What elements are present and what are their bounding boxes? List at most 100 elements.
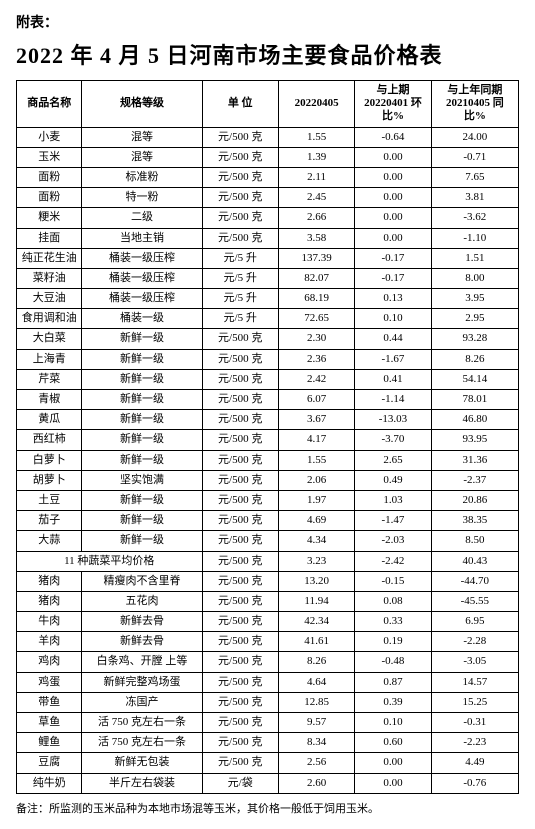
- table-row: 鲤鱼活 750 克左右一条元/500 克8.340.60-2.23: [17, 733, 519, 753]
- cell-mom: -0.15: [355, 571, 431, 591]
- cell-unit: 元/500 克: [202, 188, 278, 208]
- table-row: 羊肉新鲜去骨元/500 克41.610.19-2.28: [17, 632, 519, 652]
- cell-yoy: 8.26: [431, 349, 518, 369]
- cell-unit: 元/500 克: [202, 450, 278, 470]
- table-row: 猪肉五花肉元/500 克11.940.08-45.55: [17, 591, 519, 611]
- cell-mom: 2.65: [355, 450, 431, 470]
- cell-name: 大白菜: [17, 329, 82, 349]
- cell-price: 1.55: [278, 450, 354, 470]
- cell-yoy: 6.95: [431, 612, 518, 632]
- cell-mom: 0.00: [355, 773, 431, 793]
- price-table: 商品名称 规格等级 单 位 20220405 与上期 20220401 环比% …: [16, 80, 519, 794]
- cell-mom: 0.60: [355, 733, 431, 753]
- cell-name: 西红柿: [17, 430, 82, 450]
- table-row: 豆腐新鲜无包装元/500 克2.560.004.49: [17, 753, 519, 773]
- cell-unit: 元/500 克: [202, 612, 278, 632]
- cell-grade: 标准粉: [82, 167, 202, 187]
- cell-price: 4.34: [278, 531, 354, 551]
- table-row: 土豆新鲜一级元/500 克1.971.0320.86: [17, 490, 519, 510]
- cell-name: 上海青: [17, 349, 82, 369]
- cell-mom: -13.03: [355, 410, 431, 430]
- cell-yoy: -44.70: [431, 571, 518, 591]
- cell-grade: 桶装一级压榨: [82, 268, 202, 288]
- cell-grade: 新鲜完整鸡场蛋: [82, 672, 202, 692]
- cell-mom: 0.08: [355, 591, 431, 611]
- cell-unit: 元/500 克: [202, 470, 278, 490]
- page-title: 2022 年 4 月 5 日河南市场主要食品价格表: [16, 38, 519, 70]
- cell-mom: -0.48: [355, 652, 431, 672]
- table-row: 白萝卜新鲜一级元/500 克1.552.6531.36: [17, 450, 519, 470]
- cell-mom: -1.14: [355, 390, 431, 410]
- cell-grade: 新鲜去骨: [82, 632, 202, 652]
- cell-unit: 元/500 克: [202, 349, 278, 369]
- attachment-label: 附表：: [16, 12, 519, 32]
- cell-name: 鸡蛋: [17, 672, 82, 692]
- cell-name: 牛肉: [17, 612, 82, 632]
- cell-price: 4.17: [278, 430, 354, 450]
- cell-grade: 新鲜一级: [82, 329, 202, 349]
- cell-mom: 0.41: [355, 369, 431, 389]
- cell-mom: -0.64: [355, 127, 431, 147]
- cell-name: 菜籽油: [17, 268, 82, 288]
- cell-unit: 元/500 克: [202, 511, 278, 531]
- cell-yoy: 54.14: [431, 369, 518, 389]
- cell-name: 鸡肉: [17, 652, 82, 672]
- cell-unit: 元/5 升: [202, 268, 278, 288]
- cell-mom: 1.03: [355, 490, 431, 510]
- table-header-row: 商品名称 规格等级 单 位 20220405 与上期 20220401 环比% …: [17, 81, 519, 128]
- cell-name: 面粉: [17, 167, 82, 187]
- cell-grade: 白条鸡、开膛 上等: [82, 652, 202, 672]
- cell-price: 2.36: [278, 349, 354, 369]
- cell-name: 猪肉: [17, 571, 82, 591]
- cell-grade: 新鲜一级: [82, 531, 202, 551]
- cell-mom: -2.42: [355, 551, 431, 571]
- cell-unit: 元/500 克: [202, 228, 278, 248]
- cell-yoy: 24.00: [431, 127, 518, 147]
- cell-price: 8.34: [278, 733, 354, 753]
- header-unit: 单 位: [202, 81, 278, 128]
- cell-price: 3.67: [278, 410, 354, 430]
- table-row: 上海青新鲜一级元/500 克2.36-1.678.26: [17, 349, 519, 369]
- cell-yoy: 14.57: [431, 672, 518, 692]
- cell-name: 茄子: [17, 511, 82, 531]
- cell-unit: 元/500 克: [202, 167, 278, 187]
- cell-grade: 混等: [82, 147, 202, 167]
- table-row: 面粉特一粉元/500 克2.450.003.81: [17, 188, 519, 208]
- cell-unit: 元/500 克: [202, 208, 278, 228]
- cell-unit: 元/500 克: [202, 672, 278, 692]
- cell-mom: 0.00: [355, 188, 431, 208]
- table-row: 大白菜新鲜一级元/500 克2.300.4493.28: [17, 329, 519, 349]
- cell-grade: 新鲜一级: [82, 430, 202, 450]
- cell-price: 42.34: [278, 612, 354, 632]
- cell-mom: 0.87: [355, 672, 431, 692]
- table-row: 11 种蔬菜平均价格元/500 克3.23-2.4240.43: [17, 551, 519, 571]
- cell-price: 3.58: [278, 228, 354, 248]
- cell-yoy: -3.62: [431, 208, 518, 228]
- cell-price: 4.64: [278, 672, 354, 692]
- cell-grade: 二级: [82, 208, 202, 228]
- table-row: 纯正花生油桶装一级压榨元/5 升137.39-0.171.51: [17, 248, 519, 268]
- cell-yoy: 38.35: [431, 511, 518, 531]
- cell-name: 黄瓜: [17, 410, 82, 430]
- cell-yoy: 46.80: [431, 410, 518, 430]
- cell-name: 大蒜: [17, 531, 82, 551]
- cell-grade: 精瘦肉不含里脊: [82, 571, 202, 591]
- cell-price: 137.39: [278, 248, 354, 268]
- cell-grade: 新鲜一级: [82, 490, 202, 510]
- cell-mom: -3.70: [355, 430, 431, 450]
- cell-name: 带鱼: [17, 692, 82, 712]
- table-row: 猪肉精瘦肉不含里脊元/500 克13.20-0.15-44.70: [17, 571, 519, 591]
- header-yoy: 与上年同期 20210405 同比%: [431, 81, 518, 128]
- header-price: 20220405: [278, 81, 354, 128]
- cell-unit: 元/500 克: [202, 571, 278, 591]
- cell-merged-label: 11 种蔬菜平均价格: [17, 551, 203, 571]
- cell-grade: 桶装一级: [82, 309, 202, 329]
- header-mom: 与上期 20220401 环比%: [355, 81, 431, 128]
- cell-name: 豆腐: [17, 753, 82, 773]
- cell-name: 胡萝卜: [17, 470, 82, 490]
- cell-yoy: 15.25: [431, 692, 518, 712]
- table-row: 粳米二级元/500 克2.660.00-3.62: [17, 208, 519, 228]
- cell-yoy: -1.10: [431, 228, 518, 248]
- cell-grade: 新鲜一级: [82, 369, 202, 389]
- cell-grade: 五花肉: [82, 591, 202, 611]
